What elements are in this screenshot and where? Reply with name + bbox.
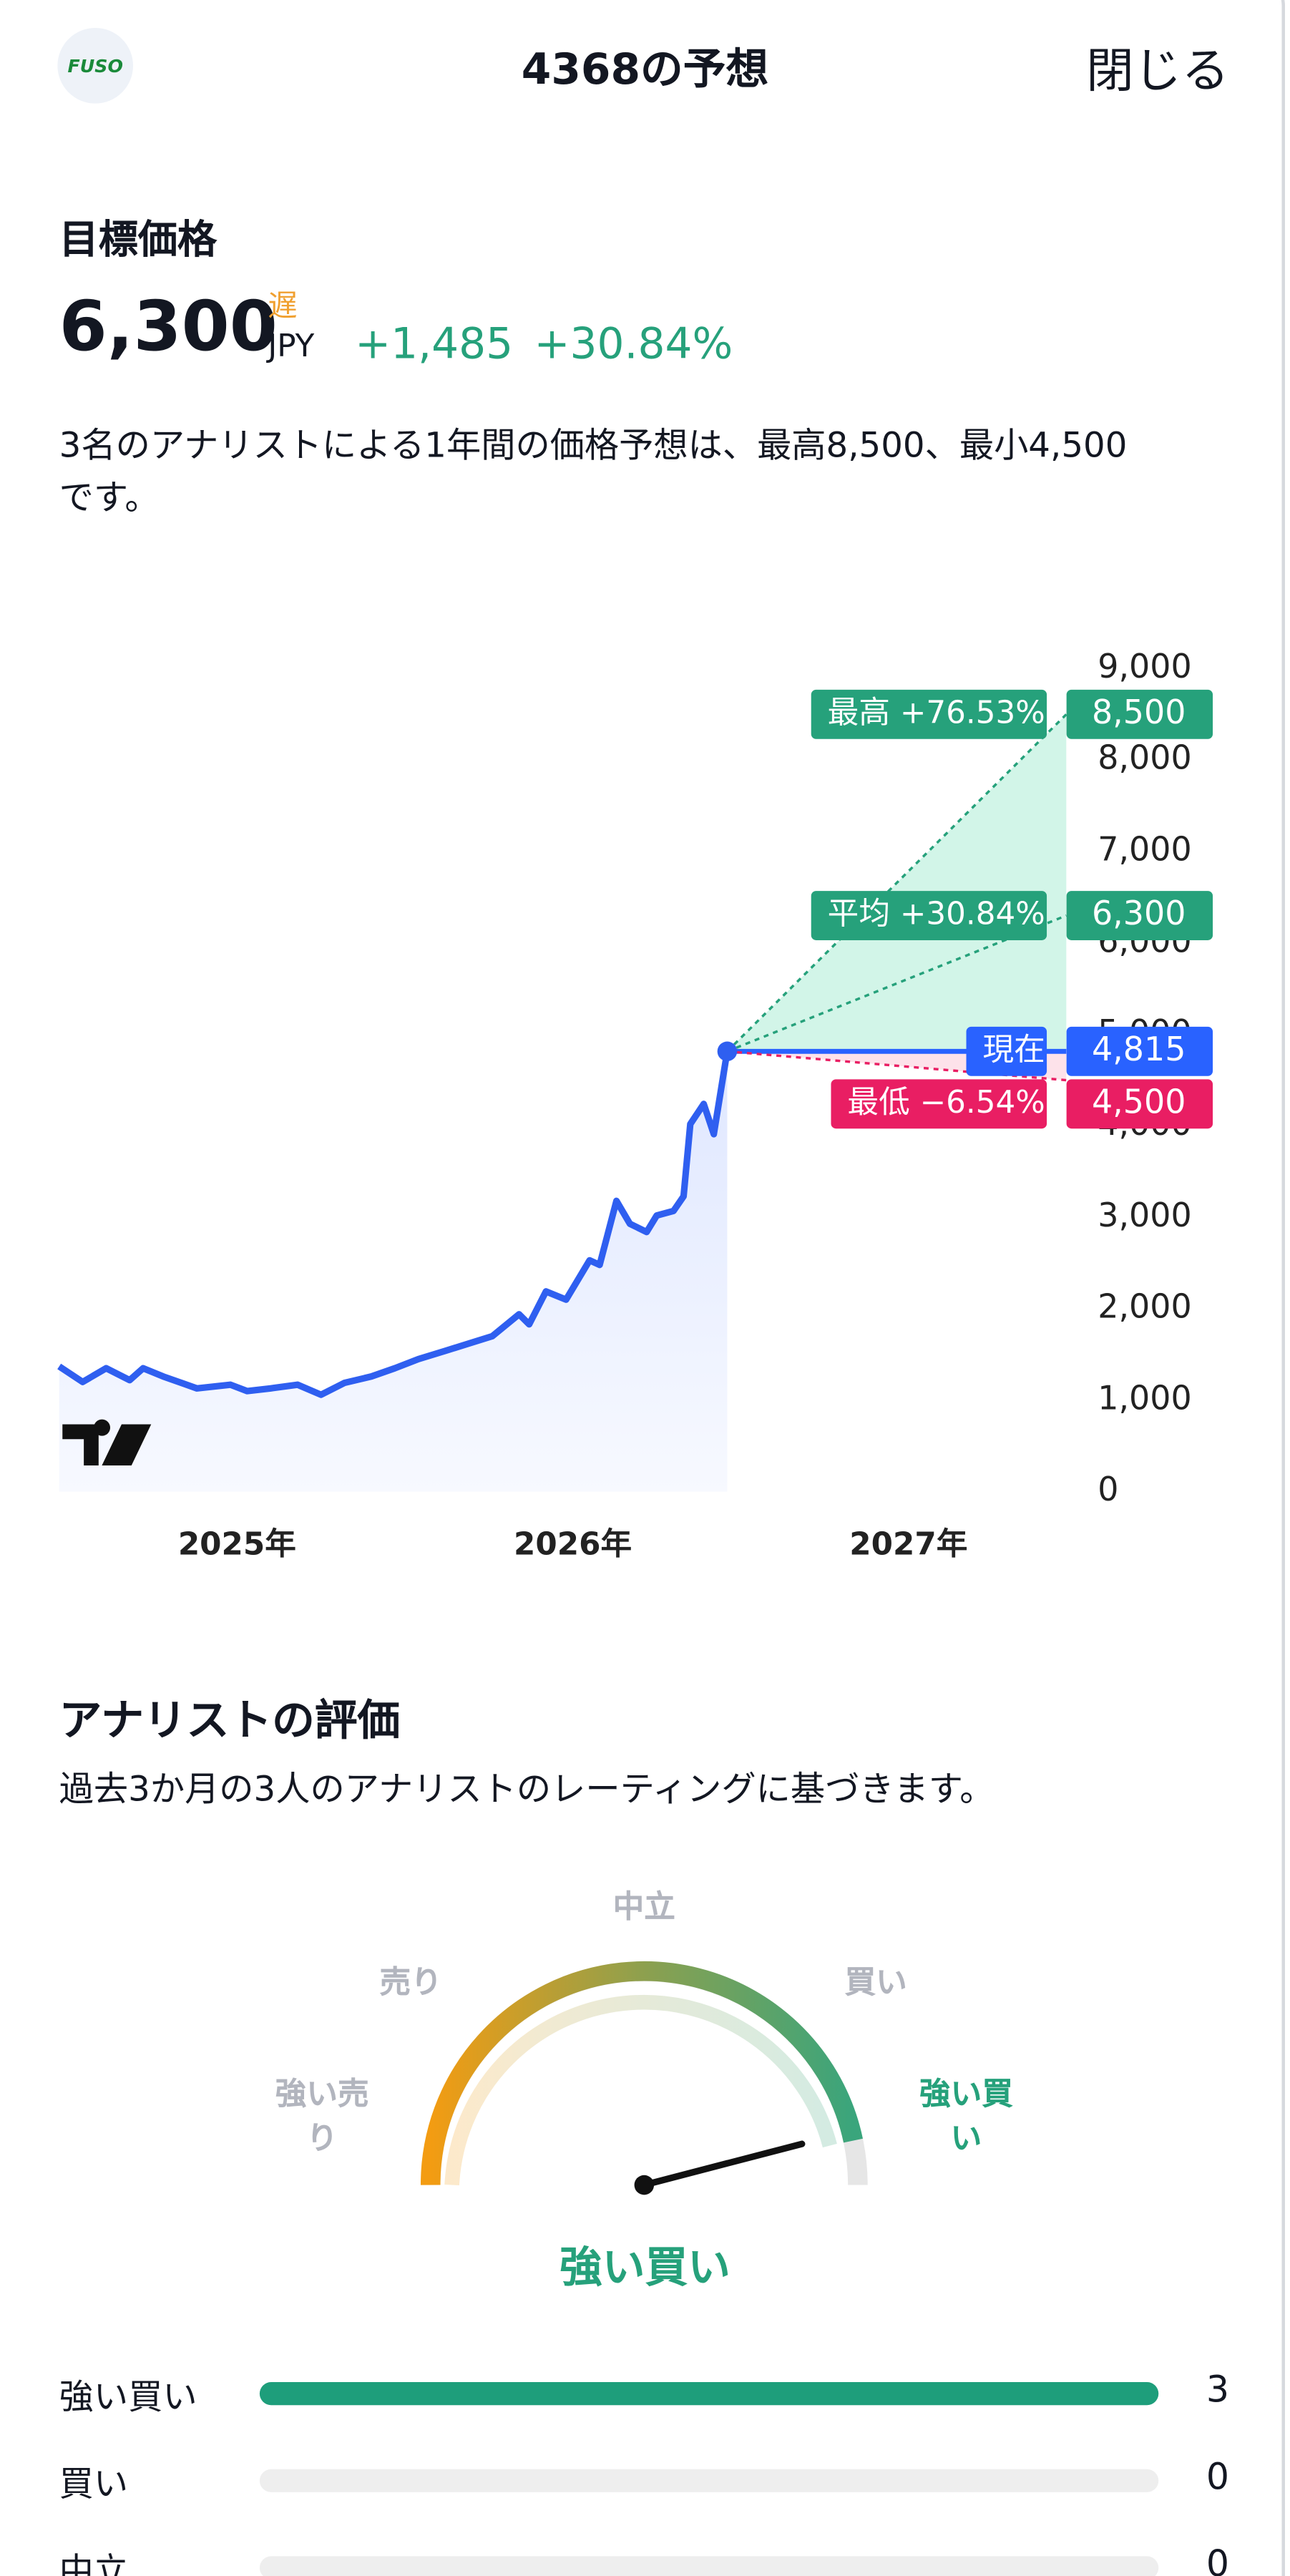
target-name: 最高 +76.53% bbox=[828, 695, 1045, 731]
close-button[interactable]: 閉じる bbox=[1086, 42, 1230, 99]
target-name-box bbox=[811, 891, 1047, 940]
section-heading: 目標価格 bbox=[59, 217, 218, 263]
price-chart: 01,0002,0003,0004,0005,0006,0007,0008,00… bbox=[57, 647, 1213, 1562]
target-name-box bbox=[831, 1079, 1047, 1129]
currency: JPY bbox=[268, 328, 315, 365]
logo-circle bbox=[57, 28, 134, 104]
bar-track bbox=[259, 2556, 1159, 2576]
target-value: 8,500 bbox=[1092, 693, 1186, 731]
description: 過去3か月の3人のアナリストのレーティングに基づきます。 bbox=[59, 1769, 995, 1809]
target-value: 6,300 bbox=[1092, 894, 1186, 932]
y-tick-label: 3,000 bbox=[1098, 1196, 1191, 1234]
y-tick-label: 1,000 bbox=[1098, 1378, 1191, 1417]
target-value-box bbox=[1066, 891, 1213, 940]
forecast-line bbox=[727, 1050, 1067, 1082]
target-name: 平均 +30.84% bbox=[828, 897, 1045, 932]
gauge bbox=[420, 1961, 868, 2195]
section-heading: アナリストの評価 bbox=[59, 1697, 401, 1747]
tradingview-logo bbox=[62, 1419, 152, 1465]
target-value: 4,815 bbox=[1092, 1030, 1186, 1068]
price-change: +1,485 bbox=[355, 320, 514, 370]
x-tick-label: 2026年 bbox=[514, 1526, 632, 1562]
target-value-box bbox=[1066, 689, 1213, 739]
target-name-box bbox=[811, 689, 1047, 739]
gauge-pivot bbox=[634, 2175, 655, 2195]
title: 4368の予想 bbox=[521, 46, 769, 96]
forecast-line bbox=[726, 914, 1067, 1053]
row-label: 強い買い bbox=[59, 2377, 197, 2417]
forecast-line bbox=[726, 713, 1067, 1053]
x-tick-label: 2025年 bbox=[178, 1526, 296, 1562]
target-name: 現在 bbox=[982, 1032, 1045, 1068]
gauge-label: 中立 bbox=[612, 1889, 675, 1926]
target-name: 最低 −6.54% bbox=[847, 1085, 1045, 1121]
y-tick-label: 9,000 bbox=[1098, 647, 1191, 686]
gauge-inner-arc bbox=[444, 1994, 837, 2186]
target-value: 4,500 bbox=[1092, 1082, 1186, 1121]
gauge-label: 強い買い bbox=[919, 2077, 1013, 2157]
logo: FUSO bbox=[68, 56, 123, 77]
y-tick-label: 7,000 bbox=[1098, 830, 1191, 869]
bar-track bbox=[259, 2469, 1159, 2492]
row-label: 中立 bbox=[59, 2551, 129, 2576]
row-count: 0 bbox=[1206, 2545, 1230, 2576]
row-count: 0 bbox=[1206, 2457, 1230, 2499]
gauge-label: 強い売り bbox=[275, 2077, 369, 2157]
gauge-label: 買い bbox=[844, 1964, 907, 2001]
y-tick-label: 0 bbox=[1098, 1470, 1118, 1508]
row-count: 3 bbox=[1206, 2370, 1230, 2412]
gauge-label: 売り bbox=[379, 1964, 442, 2001]
price-line bbox=[57, 1050, 730, 1398]
gauge-arc bbox=[420, 1961, 863, 2185]
y-tick-label: 8,000 bbox=[1098, 738, 1191, 777]
price-change-pct: +30.84% bbox=[534, 320, 733, 370]
target-name-box bbox=[966, 1026, 1047, 1076]
y-tick-label: 2,000 bbox=[1098, 1287, 1191, 1326]
row-label: 買い bbox=[59, 2464, 129, 2504]
gauge-needle bbox=[640, 2140, 806, 2189]
bar bbox=[259, 2382, 1159, 2406]
target-value-box bbox=[1066, 1026, 1213, 1076]
description: 3名のアナリストによる1年間の価格予想は、最高8,500、最小4,500です。 bbox=[59, 425, 1128, 518]
price-area bbox=[59, 1051, 728, 1492]
last-point bbox=[717, 1041, 738, 1062]
rating-bars bbox=[259, 2382, 1159, 2576]
target-price: 6,300 bbox=[59, 286, 278, 366]
rating-result: 強い買い bbox=[560, 2244, 730, 2294]
delay-badge: 遅 bbox=[268, 289, 298, 324]
target-value-box bbox=[1066, 1079, 1213, 1129]
x-tick-label: 2027年 bbox=[849, 1526, 967, 1562]
